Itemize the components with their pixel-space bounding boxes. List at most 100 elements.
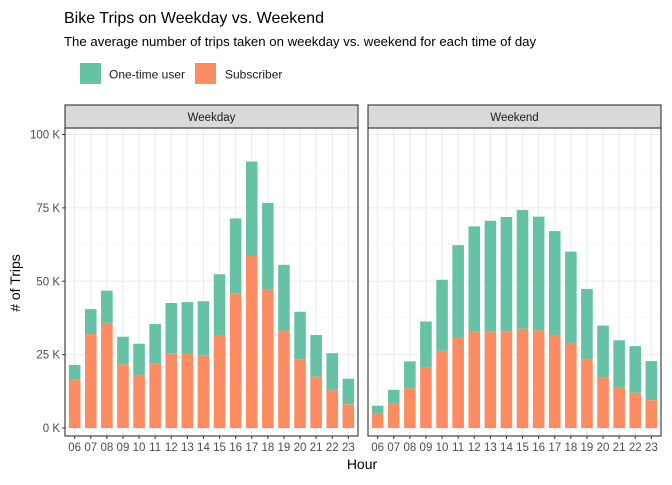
bar-one-time-user-weekday-12 <box>165 302 178 354</box>
x-tick-label-weekend-14: 14 <box>500 442 513 454</box>
x-tick-label-weekday-15: 15 <box>213 442 226 454</box>
bar-subscriber-weekday-23 <box>342 404 355 428</box>
x-tick-label-weekday-19: 19 <box>278 442 291 454</box>
strip-label-weekday: Weekday <box>188 112 236 124</box>
strip-label-weekend: Weekend <box>490 112 538 124</box>
bar-subscriber-weekday-06 <box>68 379 81 428</box>
bar-one-time-user-weekend-17 <box>548 231 561 336</box>
legend-key-one-time-user <box>80 63 101 84</box>
legend-key-subscriber <box>195 63 216 84</box>
panel-background <box>65 128 358 436</box>
x-tick-label-weekday-10: 10 <box>133 442 146 454</box>
x-tick-label-weekday-16: 16 <box>229 442 242 454</box>
x-tick-label-weekday-12: 12 <box>165 442 178 454</box>
bar-subscriber-weekend-17 <box>548 335 561 428</box>
bar-subscriber-weekend-12 <box>468 331 481 428</box>
x-tick-label-weekday-11: 11 <box>149 442 161 454</box>
x-tick-label-weekend-21: 21 <box>613 442 626 454</box>
bar-subscriber-weekend-06 <box>371 413 384 428</box>
bar-subscriber-weekend-14 <box>500 331 513 428</box>
bar-subscriber-weekend-21 <box>613 387 625 428</box>
bar-one-time-user-weekend-14 <box>500 216 513 332</box>
x-tick-label-weekend-17: 17 <box>548 442 561 454</box>
x-tick-label-weekday-09: 09 <box>117 442 130 454</box>
bar-one-time-user-weekend-18 <box>565 251 577 343</box>
bar-subscriber-weekday-15 <box>213 335 226 428</box>
bar-one-time-user-weekday-17 <box>245 161 258 257</box>
bar-subscriber-weekend-20 <box>597 377 609 428</box>
legend: One-time user Subscriber <box>80 63 282 84</box>
bar-one-time-user-weekday-18 <box>262 202 274 290</box>
bar-subscriber-weekday-17 <box>245 256 258 428</box>
bar-one-time-user-weekend-10 <box>436 279 448 351</box>
x-tick-label-weekday-07: 07 <box>84 442 97 454</box>
bar-one-time-user-weekend-08 <box>404 361 416 389</box>
x-tick-label-weekend-07: 07 <box>387 442 400 454</box>
y-axis-title: # of Trips <box>7 254 23 312</box>
bar-subscriber-weekend-09 <box>420 367 432 428</box>
bar-subscriber-weekday-08 <box>101 322 113 428</box>
y-tick-label: 25 K <box>36 350 60 362</box>
bar-subscriber-weekday-14 <box>197 355 210 428</box>
bar-one-time-user-weekday-20 <box>294 311 306 360</box>
bar-subscriber-weekday-13 <box>181 354 194 428</box>
bar-subscriber-weekend-22 <box>629 392 642 428</box>
bar-subscriber-weekday-11 <box>149 363 161 428</box>
bar-subscriber-weekday-07 <box>84 334 97 428</box>
bar-one-time-user-weekend-19 <box>581 288 593 360</box>
bar-one-time-user-weekday-09 <box>117 336 129 365</box>
x-tick-label-weekday-13: 13 <box>181 442 194 454</box>
legend-label-subscriber: Subscriber <box>225 68 282 82</box>
bar-subscriber-weekday-19 <box>278 330 290 428</box>
x-tick-label-weekend-09: 09 <box>420 442 433 454</box>
bar-one-time-user-weekday-16 <box>229 218 242 294</box>
bar-subscriber-weekend-19 <box>581 359 593 428</box>
chart-subtitle: The average number of trips taken on wee… <box>64 34 536 49</box>
bar-subscriber-weekend-11 <box>452 337 464 428</box>
bar-subscriber-weekday-09 <box>117 364 129 428</box>
bar-subscriber-weekday-20 <box>294 359 306 428</box>
x-tick-label-weekend-08: 08 <box>403 442 416 454</box>
x-tick-label-weekend-06: 06 <box>371 442 384 454</box>
chart-title: Bike Trips on Weekday vs. Weekend <box>64 10 324 27</box>
x-tick-label-weekday-14: 14 <box>197 442 210 454</box>
x-tick-label-weekend-16: 16 <box>532 442 545 454</box>
bar-subscriber-weekday-16 <box>229 293 242 428</box>
x-tick-label-weekday-06: 06 <box>68 442 81 454</box>
x-tick-label-weekend-19: 19 <box>581 442 594 454</box>
x-tick-label-weekday-18: 18 <box>261 442 274 454</box>
panel-background <box>368 128 661 436</box>
bar-one-time-user-weekend-06 <box>371 405 384 414</box>
bar-one-time-user-weekday-10 <box>133 343 145 376</box>
x-tick-label-weekday-22: 22 <box>326 442 339 454</box>
bar-one-time-user-weekday-21 <box>310 334 322 377</box>
x-tick-label-weekday-17: 17 <box>245 442 258 454</box>
x-tick-label-weekday-08: 08 <box>100 442 113 454</box>
x-axis-title: Hour <box>347 456 378 472</box>
x-tick-label-weekend-20: 20 <box>597 442 610 454</box>
bar-one-time-user-weekday-08 <box>101 290 113 323</box>
bar-subscriber-weekend-07 <box>387 403 400 428</box>
bar-one-time-user-weekend-16 <box>532 216 545 331</box>
bar-one-time-user-weekend-21 <box>613 340 625 388</box>
x-tick-label-weekend-18: 18 <box>564 442 577 454</box>
bar-one-time-user-weekend-11 <box>452 245 464 338</box>
bar-one-time-user-weekday-14 <box>197 301 210 356</box>
bar-subscriber-weekday-21 <box>310 376 322 428</box>
strip-weekend <box>367 104 662 129</box>
x-tick-label-weekend-12: 12 <box>468 442 481 454</box>
bar-one-time-user-weekday-06 <box>68 364 81 380</box>
bar-one-time-user-weekend-20 <box>597 325 609 378</box>
strip-weekday <box>64 104 359 129</box>
x-tick-label-weekend-10: 10 <box>436 442 449 454</box>
bar-subscriber-weekday-22 <box>326 390 339 428</box>
bar-one-time-user-weekend-13 <box>484 220 497 332</box>
bar-one-time-user-weekend-22 <box>629 346 642 393</box>
x-tick-label-weekday-20: 20 <box>294 442 307 454</box>
bar-one-time-user-weekend-23 <box>645 361 658 401</box>
bar-subscriber-weekend-16 <box>532 330 545 428</box>
